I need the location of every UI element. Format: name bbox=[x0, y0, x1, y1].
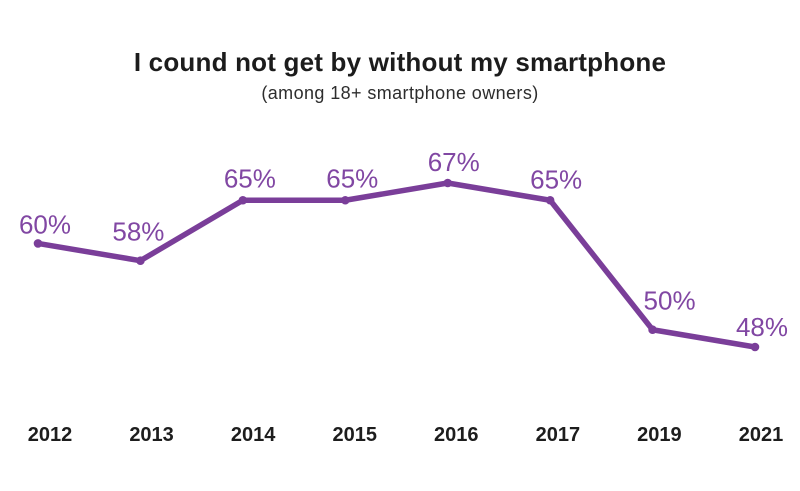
x-axis-label: 2015 bbox=[332, 424, 377, 446]
data-point-marker bbox=[136, 256, 145, 265]
data-point-label: 50% bbox=[644, 286, 696, 316]
data-point-marker bbox=[545, 195, 555, 205]
data-point-marker bbox=[648, 325, 657, 335]
data-point-label: 65% bbox=[530, 164, 582, 194]
data-point-label: 60% bbox=[19, 209, 71, 239]
x-axis-label: 2013 bbox=[129, 424, 174, 446]
data-point-marker bbox=[33, 239, 43, 248]
data-point-marker bbox=[750, 342, 760, 352]
data-point-marker bbox=[340, 195, 350, 205]
data-point-label: 65% bbox=[224, 163, 276, 193]
trend-line bbox=[35, 180, 758, 350]
x-axis-label: 2021 bbox=[739, 424, 784, 446]
chart-title: I cound not get by without my smartphone bbox=[133, 47, 667, 77]
x-axis-label: 2012 bbox=[28, 424, 73, 446]
x-axis-label: 2017 bbox=[536, 424, 581, 446]
data-point-label: 67% bbox=[428, 147, 480, 177]
data-point-label: 48% bbox=[736, 312, 788, 342]
data-point-marker bbox=[443, 178, 453, 188]
x-axis-label: 2014 bbox=[231, 424, 276, 446]
x-axis-label: 2019 bbox=[637, 424, 682, 446]
chart-subtitle: (among 18+ smartphone owners) bbox=[261, 83, 539, 103]
x-axis-label: 2016 bbox=[434, 424, 479, 446]
data-point-marker bbox=[238, 195, 248, 205]
data-point-label: 65% bbox=[326, 163, 378, 193]
data-point-label: 58% bbox=[112, 217, 164, 247]
